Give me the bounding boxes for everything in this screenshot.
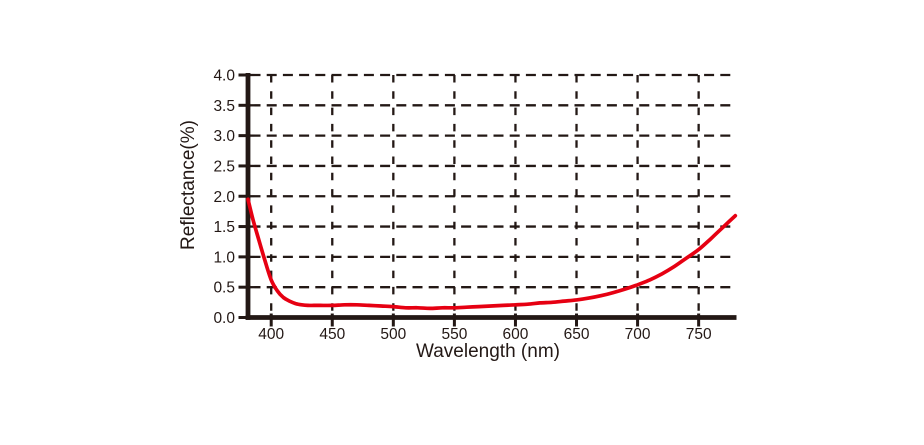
y-tick-label: 0.5 xyxy=(213,280,235,297)
x-tick-label: 750 xyxy=(686,326,712,343)
y-tick-label: 2.0 xyxy=(213,189,235,206)
x-axis-ticks xyxy=(269,313,701,327)
y-tick-labels: 0.0 0.5 1.0 1.5 2.0 2.5 3.0 3.5 4.0 xyxy=(213,68,235,328)
x-tick-label: 550 xyxy=(441,326,467,343)
reflectance-curve xyxy=(246,197,738,311)
y-tick-label: 2.5 xyxy=(213,158,235,175)
y-axis-title: Reflectance(%) xyxy=(178,120,199,250)
x-tick-label: 650 xyxy=(564,326,590,343)
vertical-gridlines xyxy=(270,75,700,315)
x-axis-title: Wavelength (nm) xyxy=(416,341,560,362)
y-axis-ticks xyxy=(238,73,251,319)
x-tick-labels: 400 450 500 550 600 650 700 750 xyxy=(258,326,712,343)
y-tick-label: 3.5 xyxy=(213,98,235,115)
x-tick-label: 400 xyxy=(258,326,284,343)
x-tick-label: 600 xyxy=(503,326,529,343)
y-tick-label: 4.0 xyxy=(213,68,235,85)
y-tick-label: 1.5 xyxy=(213,219,235,236)
y-tick-label: 0.0 xyxy=(213,310,235,327)
y-tick-label: 1.0 xyxy=(213,249,235,266)
x-tick-label: 450 xyxy=(319,326,345,343)
x-tick-label: 700 xyxy=(625,326,651,343)
y-tick-label: 3.0 xyxy=(213,128,235,145)
horizontal-gridlines xyxy=(250,73,737,289)
x-tick-label: 500 xyxy=(380,326,406,343)
